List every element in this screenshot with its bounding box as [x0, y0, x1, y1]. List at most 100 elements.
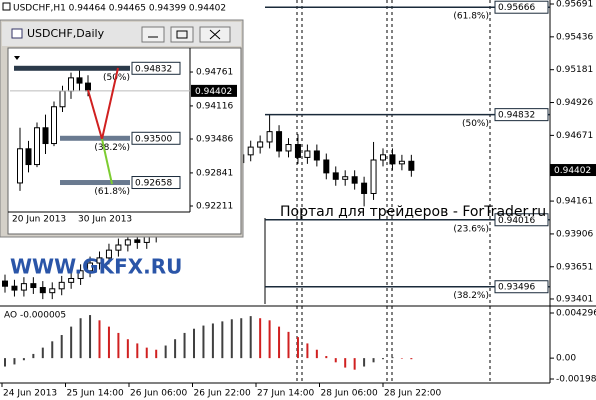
ao-bar — [164, 345, 167, 359]
window-icon — [11, 28, 23, 39]
x-tick-label: 28 Jun 22:00 — [384, 389, 441, 399]
ao-bar — [268, 320, 271, 359]
ao-bar — [41, 347, 44, 359]
inset-content: 0.94832(50%)0.93500(38.2%)0.92658(61.8%)… — [10, 61, 237, 225]
fibo-price-box — [131, 131, 181, 145]
maximize-glyph — [176, 30, 188, 39]
fibo-ratio: (61.8%) — [453, 12, 489, 22]
fibo-price: 0.95666 — [498, 3, 535, 13]
candle-body — [76, 77, 83, 84]
ao-bar — [306, 343, 309, 359]
ao-bar — [278, 326, 281, 359]
chart-icon — [2, 2, 11, 11]
candle-body — [11, 285, 18, 291]
y-tick-label: 0.93401 — [556, 294, 593, 304]
candle-body — [2, 280, 8, 287]
candle-body — [17, 148, 23, 184]
last-price-box — [550, 164, 596, 177]
candle-body — [294, 144, 301, 158]
ao-bar — [287, 331, 290, 359]
ao-bar — [296, 337, 299, 359]
candle-body — [42, 127, 49, 145]
ao-bar — [400, 358, 403, 359]
fibo-price: 0.93500 — [135, 134, 172, 144]
fibo-level — [60, 135, 130, 141]
ao-bar — [60, 335, 63, 359]
ao-bar — [202, 325, 205, 359]
ao-bar — [155, 349, 158, 359]
ao-bar — [230, 319, 233, 359]
candle-body — [30, 283, 37, 289]
ao-bar — [4, 358, 6, 367]
y-tick-label: 0.00 — [556, 354, 576, 364]
candle-body — [85, 82, 91, 92]
y-tick-label: 0.95436 — [556, 32, 593, 42]
candle-body — [266, 131, 273, 143]
candle-body — [49, 288, 56, 294]
candle-body — [87, 262, 94, 272]
ao-bar — [89, 315, 92, 359]
candle-body — [408, 160, 415, 171]
candle-body — [361, 182, 368, 194]
minimize-button[interactable] — [141, 26, 165, 43]
fibo-ratio: (61.8%) — [94, 187, 130, 197]
ao-bar — [126, 339, 129, 359]
fibo-price-box — [494, 108, 549, 122]
maximize-button[interactable] — [170, 26, 194, 43]
ao-bar — [193, 328, 195, 359]
fibo-price-box — [494, 0, 549, 14]
x-tick-label: 24 Jun 2013 — [3, 389, 57, 399]
candle-body — [34, 127, 40, 166]
candle-body — [96, 257, 103, 264]
ao-bar — [363, 358, 366, 367]
candle-body — [351, 176, 358, 184]
fibo-price-box — [131, 176, 181, 190]
ao-bar — [249, 316, 252, 359]
fibo-price: 0.92658 — [135, 179, 172, 189]
x-tick-label: 28 Jun 06:00 — [321, 389, 378, 399]
candle-body — [68, 77, 74, 92]
candle-body — [398, 160, 405, 165]
y-tick-label: 0.94671 — [556, 131, 593, 141]
close-glyph — [209, 29, 221, 40]
fibo-price-box — [494, 213, 549, 227]
ao-bar — [32, 353, 35, 359]
ao-bar — [221, 321, 224, 359]
fibo-price-box — [131, 61, 181, 75]
ao-bar — [183, 332, 186, 359]
indicator-title: AO -0.000005 — [4, 311, 66, 321]
candle-body — [389, 154, 396, 165]
fibo-level — [60, 180, 130, 186]
y-tick-label: 0.004296 — [556, 309, 596, 319]
ao-bar — [51, 341, 54, 359]
candle-body — [332, 172, 339, 180]
y-tick-label: 0.94926 — [556, 98, 593, 108]
candle-body — [77, 270, 84, 279]
x-tick-label: 26 Jun 06:00 — [130, 389, 187, 399]
fibo-ratio: (38.2%) — [453, 291, 489, 301]
candle-body — [58, 281, 65, 290]
ao-bar — [325, 356, 328, 359]
dropdown-marker — [14, 56, 20, 60]
ao-bar — [145, 347, 148, 359]
fibo-price: 0.94832 — [135, 64, 172, 74]
candle-body — [380, 154, 386, 161]
brand: WWW.GKFX.RU — [10, 255, 182, 279]
y-tick-label: 0.95181 — [556, 65, 593, 75]
ao-bar — [22, 358, 25, 361]
y-tick-label: -0.001986 — [556, 374, 596, 384]
y-tick-label: 0.94116 — [196, 101, 233, 111]
ao-bar — [344, 358, 347, 368]
ao-bar — [391, 357, 394, 359]
candle-body — [313, 150, 320, 161]
candle-body — [115, 244, 122, 251]
ao-bar — [117, 332, 120, 359]
candle-body — [59, 90, 66, 108]
candle-body — [342, 176, 349, 180]
fibo-price-box — [494, 280, 549, 294]
candle-body — [20, 283, 27, 291]
candle-body — [285, 144, 292, 152]
candle-body — [370, 159, 377, 194]
ao-bar — [410, 358, 413, 360]
ao-bar — [174, 339, 177, 359]
